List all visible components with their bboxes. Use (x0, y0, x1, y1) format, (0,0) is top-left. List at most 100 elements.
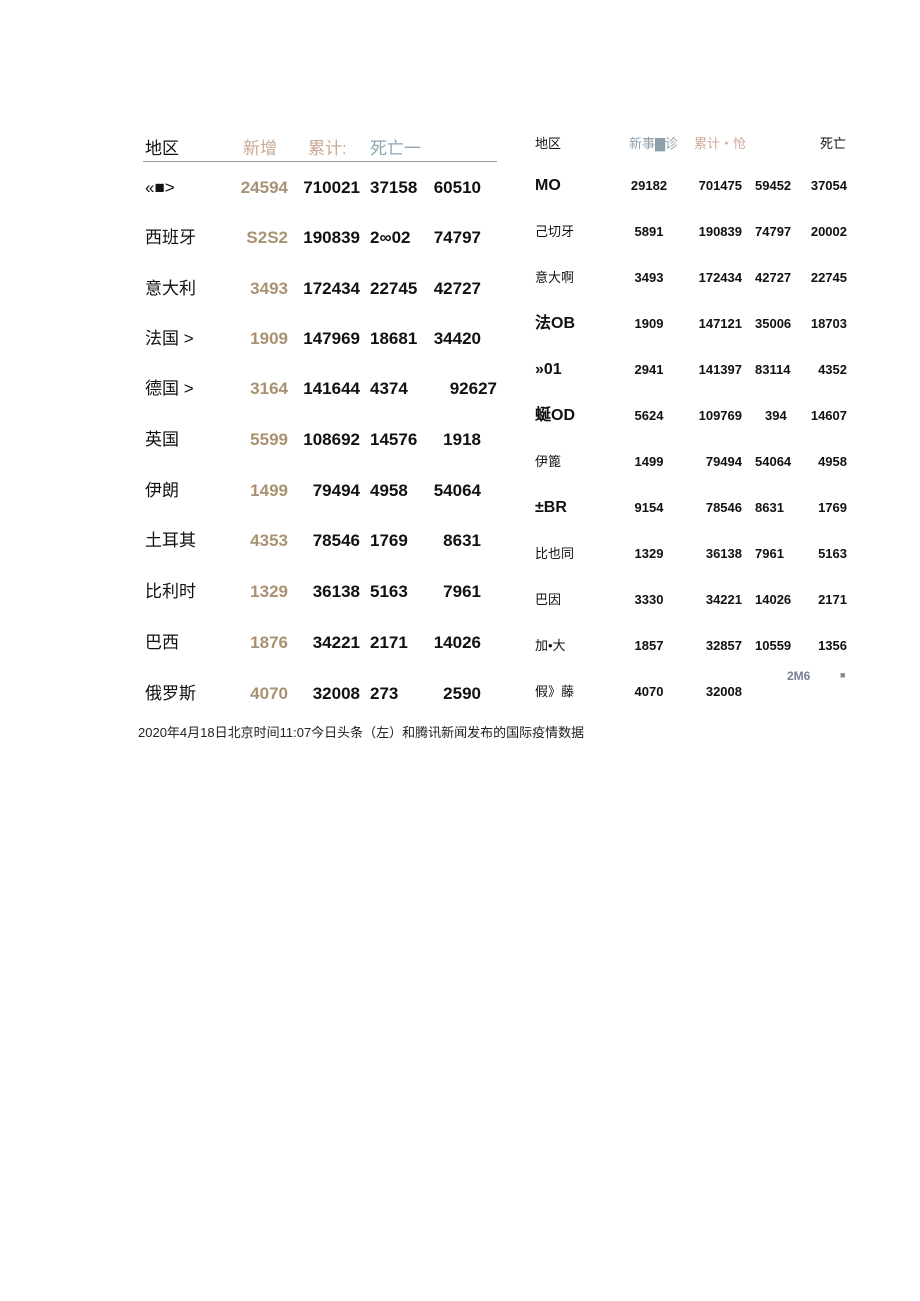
figure-caption: 2020年4月18日北京时间11:07今日头条（左）和腾讯新闻发布的国际疫情数据 (138, 725, 585, 740)
right-table-row: ±BR 9154 78546 8631 1769 (0, 498, 920, 518)
value-cell: 5163 (818, 546, 847, 561)
value-cell: 1769 (370, 531, 408, 550)
value-cell: 20002 (810, 224, 847, 239)
value-cell: 8631 (755, 500, 784, 515)
value-cell: 54064 (433, 481, 481, 500)
value-cell: 5891 (634, 224, 664, 239)
value-cell: 60510 (433, 178, 481, 197)
value-cell: 4352 (818, 362, 847, 377)
value-cell: 14576 (370, 430, 418, 449)
value-cell: 4374 (370, 379, 408, 398)
value-cell: 172434 (698, 270, 742, 285)
region-name: 西班牙 (145, 228, 196, 247)
value-cell: 79494 (312, 481, 360, 500)
right-table-row: 加•大 1857 32857 10559 1356 (0, 636, 920, 656)
value-cell: 59452 (755, 178, 792, 193)
value-cell: 18681 (370, 329, 418, 348)
value-cell: 4070 (250, 684, 288, 703)
value-cell: 190839 (698, 224, 742, 239)
region-name: 德国 > (145, 379, 194, 398)
value-cell: 32857 (705, 638, 742, 653)
value-cell: 701475 (698, 178, 742, 193)
left-table-row: 法国 > 1909 147969 18681 34420 (0, 327, 920, 351)
value-cell: 18703 (810, 316, 847, 331)
right-table-row: MO 29182 701475 59452 37054 (0, 176, 920, 196)
value-cell: 32008 (312, 684, 360, 703)
left-table-row: 西班牙 S2S2 190839 2∞02 74797 (0, 226, 920, 250)
left-header-region: 地区 (145, 139, 179, 158)
region-name: 己切牙 (535, 224, 575, 239)
region-name: 巴因 (535, 592, 562, 607)
value-cell: 1499 (634, 454, 664, 469)
value-cell: 1909 (250, 329, 288, 348)
value-cell: 7961 (443, 582, 481, 601)
value-cell: 22745 (810, 270, 847, 285)
region-name: 法OB (535, 315, 576, 332)
left-table-row: «■> 24594 710021 37158 60510 (0, 176, 920, 200)
region-name: 假》藤 (535, 684, 575, 699)
region-name: 比利时 (145, 582, 196, 601)
stray-mark: ■ (840, 670, 846, 680)
value-cell: 1918 (443, 430, 481, 449)
value-cell: 1876 (250, 633, 288, 652)
value-cell: 14026 (433, 633, 481, 652)
value-cell: 37054 (810, 178, 847, 193)
value-cell: 37158 (370, 178, 418, 197)
value-cell: 5624 (634, 408, 664, 423)
value-cell: 10559 (755, 638, 792, 653)
value-cell: 394 (765, 408, 787, 423)
value-cell: 54064 (755, 454, 792, 469)
value-cell: 14607 (810, 408, 847, 423)
value-cell: 1329 (250, 582, 288, 601)
right-header-deaths: 死亡 (820, 136, 847, 151)
value-cell: 1499 (250, 481, 288, 500)
region-name: 意大啊 (535, 270, 575, 285)
region-name: 加•大 (535, 638, 566, 653)
region-name: 伊朗 (145, 481, 179, 500)
region-name: «■> (145, 178, 175, 197)
left-table-row: 比利时 1329 36138 5163 7961 (0, 580, 920, 604)
value-cell: 79494 (705, 454, 742, 469)
value-cell: 14026 (755, 592, 792, 607)
left-table-row: 英国 5599 108692 14576 1918 (0, 428, 920, 452)
value-cell: 4958 (818, 454, 847, 469)
value-cell: 4958 (370, 481, 408, 500)
value-cell: 34221 (312, 633, 360, 652)
value-cell: 34221 (705, 592, 742, 607)
value-cell: 141397 (698, 362, 742, 377)
region-name: MO (535, 177, 561, 194)
value-cell: 273 (370, 684, 399, 703)
value-cell: 1769 (818, 500, 847, 515)
value-cell: 1909 (634, 316, 664, 331)
value-cell: 42727 (755, 270, 792, 285)
region-name: »01 (535, 361, 562, 378)
value-cell: 35006 (755, 316, 792, 331)
region-name: 伊篦 (535, 454, 562, 469)
left-table-row: 伊朗 1499 79494 4958 54064 (0, 479, 920, 503)
left-table-row: 德国 > 3164 141644 4374 92627 (0, 377, 920, 401)
region-name: 蜒OD (535, 407, 576, 424)
value-cell: 3493 (634, 270, 664, 285)
region-name: 法国 > (145, 329, 194, 348)
value-cell: 2171 (818, 592, 847, 607)
left-table-row: 巴西 1876 34221 2171 14026 (0, 631, 920, 655)
value-cell: 147121 (698, 316, 742, 331)
right-header-region: 地区 (535, 136, 562, 151)
value-cell: 3493 (250, 279, 288, 298)
right-header-new: 新事▇诊 (629, 136, 678, 151)
value-cell: 78546 (705, 500, 742, 515)
value-cell: 83114 (755, 362, 791, 377)
value-cell: 34420 (433, 329, 481, 348)
value-cell: 92627 (449, 379, 497, 398)
value-cell: 1356 (818, 638, 847, 653)
value-cell: 36138 (312, 582, 360, 601)
region-name: 俄罗斯 (145, 684, 196, 703)
region-name: 意大利 (145, 279, 196, 298)
region-name: 巴西 (145, 633, 179, 652)
value-cell: 1857 (634, 638, 664, 653)
value-cell: 7961 (755, 546, 784, 561)
left-header-cumulative: 累计: (308, 139, 347, 158)
value-cell: 9154 (634, 500, 664, 515)
region-name: 土耳其 (145, 531, 196, 550)
